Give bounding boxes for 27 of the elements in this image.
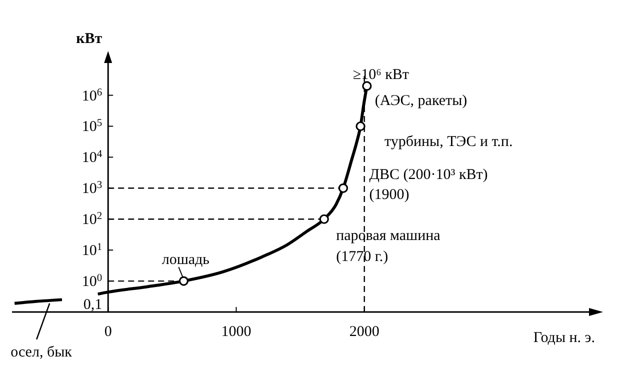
point [362,81,372,91]
x-tick-label: 2000 [349,324,380,340]
y-tick-label: 10$^{4}$ [82,148,103,166]
annotation: осел, бык [10,344,73,360]
annotation: паровая машина [336,228,441,244]
y-tick-label: 10$^{3}$ [82,180,102,198]
annotation: ДВС (200·10³ кВт) [369,167,488,184]
annotation: лошадь [162,252,210,268]
y-tick-label: 10$^{6}$ [82,86,102,104]
point [356,121,366,132]
y-tick-label: 10$^{2}$ [82,210,102,228]
annotation: турбины, ТЭС и т.п. [384,134,513,150]
y-tick-label: 10$^{0}$ [82,272,102,290]
x-axis-title: Годы н. э. [533,330,595,346]
annotation: (1770 г.) [336,249,388,266]
x-tick-label: 0 [104,324,112,340]
annotation: (1900) [369,187,410,204]
y-tick-label: 0,1 [83,297,102,313]
x-tick-label: 1000 [221,324,252,340]
y-tick-label: 10$^{5}$ [82,118,102,136]
point [178,276,188,286]
point [319,214,329,224]
point [338,183,348,193]
annotation: ≥10⁶ кВт [352,66,410,83]
y-tick-label: 10$^{1}$ [82,242,102,260]
annotation: (АЭС, ракеты) [374,92,468,109]
y-axis-title: кВт [76,31,103,47]
